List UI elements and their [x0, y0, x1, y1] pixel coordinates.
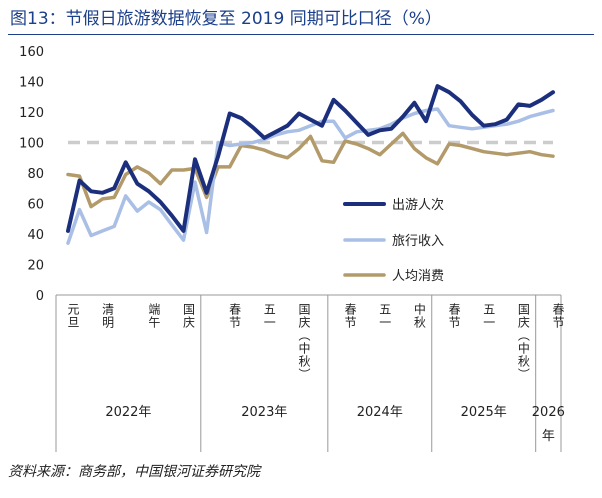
title-rule — [8, 34, 594, 35]
y-tick-label: 120 — [19, 106, 44, 121]
y-tick-label: 0 — [36, 289, 44, 304]
legend-label: 人均消费 — [392, 269, 444, 284]
x-tick-label: 国庆（中秋） — [297, 303, 311, 381]
x-tick-label: 五一 — [378, 303, 392, 329]
source-note: 资料来源：商务部，中国银河证券研究院 — [8, 464, 260, 480]
legend-label: 出游人次 — [392, 197, 444, 213]
x-tick-label: 清明 — [101, 303, 115, 329]
year-label: 2023年 — [241, 405, 287, 420]
y-tick-label: 40 — [27, 228, 44, 243]
x-tick-label: 春节 — [447, 303, 461, 329]
legend-label: 旅行收入 — [392, 234, 444, 249]
figure-title: 图13：节假日旅游数据恢复至 2019 同期可比口径（%） — [10, 9, 442, 29]
y-tick-label: 160 — [19, 45, 44, 60]
x-tick-label: 中秋 — [412, 302, 426, 329]
x-tick-label: 元旦 — [66, 303, 80, 329]
x-tick-label: 五一 — [262, 303, 276, 329]
y-tick-label: 20 — [27, 259, 44, 274]
year-label: 2026 年 — [532, 405, 565, 444]
year-label: 2022年 — [105, 405, 151, 420]
year-label: 2024年 — [357, 405, 403, 420]
x-tick-label: 春节 — [343, 303, 357, 329]
x-tick-label: 国庆（中秋） — [516, 303, 530, 381]
x-tick-label: 端午 — [147, 303, 161, 329]
x-tick-label: 国庆 — [181, 303, 195, 329]
y-tick-label: 140 — [19, 76, 44, 91]
x-tick-label: 五一 — [482, 303, 496, 329]
y-tick-label: 60 — [27, 198, 44, 213]
series-line-spending — [66, 131, 555, 209]
year-label: 2025年 — [461, 405, 507, 420]
series-line-trips — [66, 84, 555, 233]
x-tick-label: 春节 — [551, 303, 565, 329]
x-tick-label: 春节 — [228, 303, 242, 329]
series-line-revenue — [66, 107, 555, 245]
y-tick-label: 100 — [19, 137, 44, 152]
y-tick-label: 80 — [27, 167, 44, 182]
